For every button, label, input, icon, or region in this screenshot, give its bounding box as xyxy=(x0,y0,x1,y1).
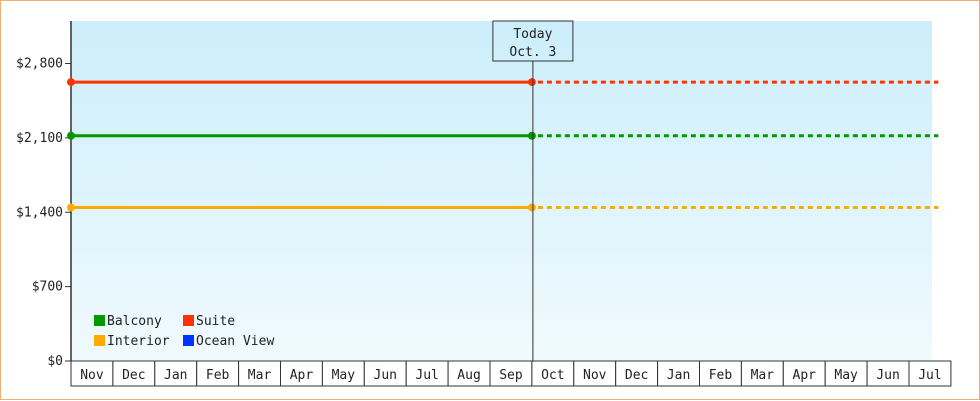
x-tick-label: Dec xyxy=(625,368,648,383)
legend-swatch xyxy=(94,315,105,326)
series-point xyxy=(67,78,75,87)
y-tick-label: $1,400 xyxy=(16,205,63,220)
x-category-box xyxy=(824,360,868,387)
legend: Balcony Suite Interior Ocean View xyxy=(94,314,274,349)
x-category-box xyxy=(573,360,617,387)
x-category-box xyxy=(866,360,910,387)
x-tick-label: Apr xyxy=(290,368,314,383)
series-point xyxy=(527,78,536,87)
y-tick-label: $700 xyxy=(32,280,63,295)
x-tick-label: Mar xyxy=(751,368,775,383)
y-tick-label: $2,800 xyxy=(16,57,63,72)
series-point xyxy=(527,131,536,140)
x-tick-label: Mar xyxy=(248,368,272,383)
today-label: Today xyxy=(513,27,552,42)
x-tick-label: Jul xyxy=(415,368,438,383)
x-tick-label: Feb xyxy=(709,368,733,383)
x-tick-label: Sep xyxy=(499,368,523,383)
series-point xyxy=(527,203,536,212)
x-tick-label: Jan xyxy=(164,368,187,383)
x-tick-label: Oct xyxy=(541,368,564,383)
series-point xyxy=(67,203,75,212)
x-category-box xyxy=(112,360,156,387)
legend-swatch xyxy=(94,335,105,346)
legend-swatch xyxy=(183,335,194,346)
series-point xyxy=(67,131,75,140)
x-tick-label: Apr xyxy=(793,368,817,383)
x-category-box xyxy=(405,360,449,387)
legend-label: Suite xyxy=(196,314,235,329)
x-tick-label: Jun xyxy=(374,368,397,383)
x-tick-label: May xyxy=(834,368,858,383)
today-marker: Today Oct. 3 xyxy=(492,20,574,361)
y-tick-label: $2,100 xyxy=(16,131,63,146)
today-date-label: Oct. 3 xyxy=(509,45,556,60)
y-axis: $0 $700 $1,400 $2,100 $2,800 xyxy=(16,21,72,369)
x-category-box xyxy=(699,360,742,387)
series-layer xyxy=(67,78,939,212)
x-tick-label: Aug xyxy=(457,368,480,383)
legend-label: Ocean View xyxy=(196,334,274,349)
plot-area xyxy=(71,21,932,361)
x-tick-label: Jan xyxy=(667,368,690,383)
today-box xyxy=(492,20,574,62)
x-tick-label: Nov xyxy=(80,368,104,383)
legend-label: Balcony xyxy=(107,314,162,329)
x-axis: Nov Dec Jan Feb Mar Apr May Jun Jul Aug Sep Oct Nov D… xyxy=(70,360,952,387)
x-tick-label: Dec xyxy=(122,368,145,383)
x-category-box xyxy=(280,360,323,387)
x-category-box xyxy=(740,360,784,387)
x-tick-label: Jun xyxy=(876,368,899,383)
x-category-box xyxy=(70,360,114,387)
x-tick-label: Nov xyxy=(583,368,607,383)
x-category-box xyxy=(908,360,952,387)
x-tick-label: Feb xyxy=(206,368,230,383)
x-tick-label: May xyxy=(332,368,356,383)
x-category-box xyxy=(238,360,282,387)
legend-swatch xyxy=(183,315,194,326)
x-category-box xyxy=(615,360,659,387)
legend-label: Interior xyxy=(107,334,170,349)
y-tick-label: $0 xyxy=(47,354,63,369)
x-category-box xyxy=(196,360,240,387)
x-tick-label: Jul xyxy=(918,368,941,383)
x-category-box xyxy=(489,360,533,387)
x-category-box xyxy=(154,360,198,387)
